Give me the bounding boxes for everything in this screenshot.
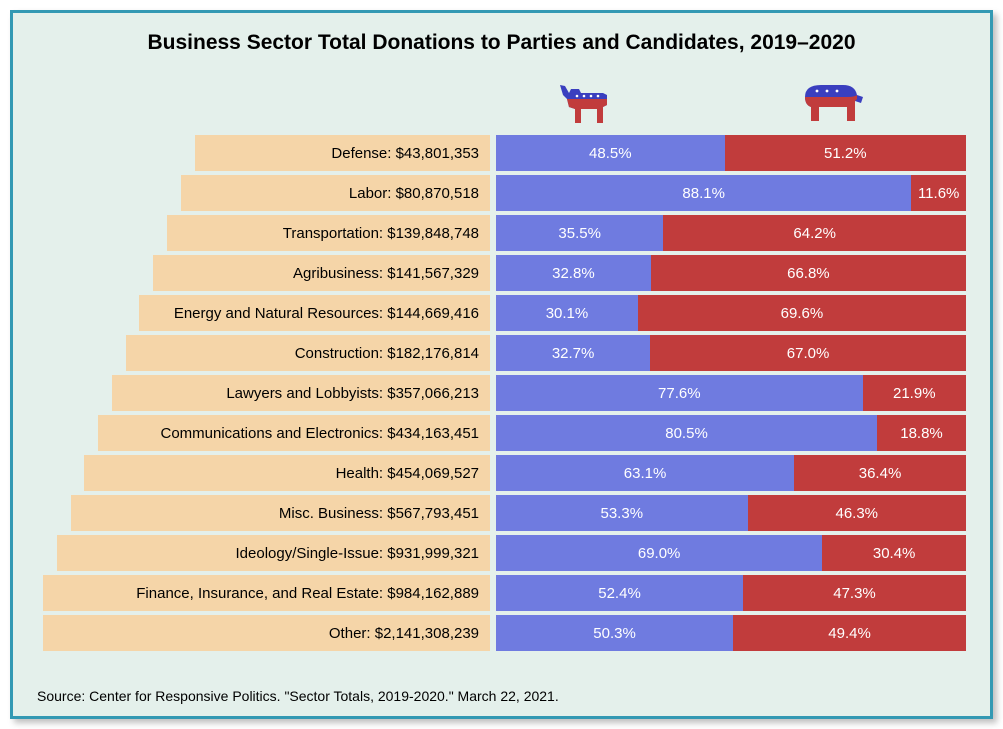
dem-segment: 69.0% [496, 535, 822, 571]
row-bar: 50.3%49.4% [496, 615, 966, 651]
row-bar: 35.5%64.2% [496, 215, 966, 251]
row-label: Transportation: $139,848,748 [167, 215, 490, 251]
chart-row: Ideology/Single-Issue: $931,999,32169.0%… [37, 535, 966, 571]
row-bar: 63.1%36.4% [496, 455, 966, 491]
chart-row: Transportation: $139,848,74835.5%64.2% [37, 215, 966, 251]
chart-row: Other: $2,141,308,23950.3%49.4% [37, 615, 966, 651]
row-label: Labor: $80,870,518 [181, 175, 490, 211]
chart-row: Agribusiness: $141,567,32932.8%66.8% [37, 255, 966, 291]
dem-segment: 52.4% [496, 575, 743, 611]
row-spacer [37, 335, 120, 371]
rep-segment: 64.2% [663, 215, 966, 251]
row-bar: 30.1%69.6% [496, 295, 966, 331]
row-label: Communications and Electronics: $434,163… [98, 415, 490, 451]
dem-segment: 88.1% [496, 175, 911, 211]
rep-segment: 36.4% [794, 455, 966, 491]
row-spacer [37, 295, 133, 331]
row-spacer [37, 175, 175, 211]
dem-segment: 50.3% [496, 615, 733, 651]
rep-segment: 11.6% [911, 175, 966, 211]
rep-segment: 67.0% [650, 335, 966, 371]
rep-segment: 66.8% [651, 255, 966, 291]
chart-row: Lawyers and Lobbyists: $357,066,21377.6%… [37, 375, 966, 411]
dem-segment: 77.6% [496, 375, 863, 411]
rep-segment: 30.4% [822, 535, 966, 571]
rep-segment: 46.3% [748, 495, 966, 531]
rep-segment: 21.9% [863, 375, 966, 411]
row-spacer [37, 215, 161, 251]
row-bar: 48.5%51.2% [496, 135, 966, 171]
party-icon-row [37, 73, 966, 131]
chart-row: Finance, Insurance, and Real Estate: $98… [37, 575, 966, 611]
row-label: Ideology/Single-Issue: $931,999,321 [57, 535, 490, 571]
row-bar: 88.1%11.6% [496, 175, 966, 211]
chart-row: Health: $454,069,52763.1%36.4% [37, 455, 966, 491]
row-spacer [37, 255, 147, 291]
row-bar: 32.8%66.8% [496, 255, 966, 291]
chart-row: Energy and Natural Resources: $144,669,4… [37, 295, 966, 331]
dem-segment: 53.3% [496, 495, 748, 531]
chart-row: Misc. Business: $567,793,45153.3%46.3% [37, 495, 966, 531]
row-bar: 69.0%30.4% [496, 535, 966, 571]
row-spacer [37, 135, 189, 171]
row-label: Other: $2,141,308,239 [43, 615, 490, 651]
democrat-donkey-icon [557, 77, 617, 132]
row-spacer [37, 495, 65, 531]
row-label: Construction: $182,176,814 [126, 335, 490, 371]
rep-segment: 49.4% [733, 615, 966, 651]
chart-row: Communications and Electronics: $434,163… [37, 415, 966, 451]
row-bar: 53.3%46.3% [496, 495, 966, 531]
dem-segment: 30.1% [496, 295, 638, 331]
row-label: Energy and Natural Resources: $144,669,4… [139, 295, 490, 331]
rep-segment: 18.8% [877, 415, 966, 451]
row-label: Agribusiness: $141,567,329 [153, 255, 490, 291]
rep-segment: 47.3% [743, 575, 966, 611]
dem-segment: 32.7% [496, 335, 650, 371]
chart-rows: Defense: $43,801,35348.5%51.2%Labor: $80… [37, 135, 966, 651]
republican-elephant-icon [797, 77, 867, 132]
row-spacer [37, 415, 92, 451]
row-spacer [37, 535, 51, 571]
row-label: Finance, Insurance, and Real Estate: $98… [43, 575, 490, 611]
row-label: Misc. Business: $567,793,451 [71, 495, 490, 531]
source-citation: Source: Center for Responsive Politics. … [37, 688, 559, 704]
row-label: Health: $454,069,527 [84, 455, 490, 491]
dem-segment: 63.1% [496, 455, 794, 491]
row-label: Defense: $43,801,353 [195, 135, 490, 171]
row-spacer [37, 455, 78, 491]
row-bar: 52.4%47.3% [496, 575, 966, 611]
row-spacer [37, 375, 106, 411]
row-bar: 80.5%18.8% [496, 415, 966, 451]
dem-segment: 80.5% [496, 415, 877, 451]
chart-container: Business Sector Total Donations to Parti… [10, 10, 993, 719]
dem-segment: 32.8% [496, 255, 651, 291]
dem-segment: 48.5% [496, 135, 725, 171]
dem-segment: 35.5% [496, 215, 663, 251]
row-bar: 32.7%67.0% [496, 335, 966, 371]
row-bar: 77.6%21.9% [496, 375, 966, 411]
row-label: Lawyers and Lobbyists: $357,066,213 [112, 375, 490, 411]
chart-row: Defense: $43,801,35348.5%51.2% [37, 135, 966, 171]
rep-segment: 69.6% [638, 295, 966, 331]
chart-row: Labor: $80,870,51888.1%11.6% [37, 175, 966, 211]
rep-segment: 51.2% [725, 135, 966, 171]
chart-title: Business Sector Total Donations to Parti… [37, 31, 966, 55]
chart-row: Construction: $182,176,81432.7%67.0% [37, 335, 966, 371]
